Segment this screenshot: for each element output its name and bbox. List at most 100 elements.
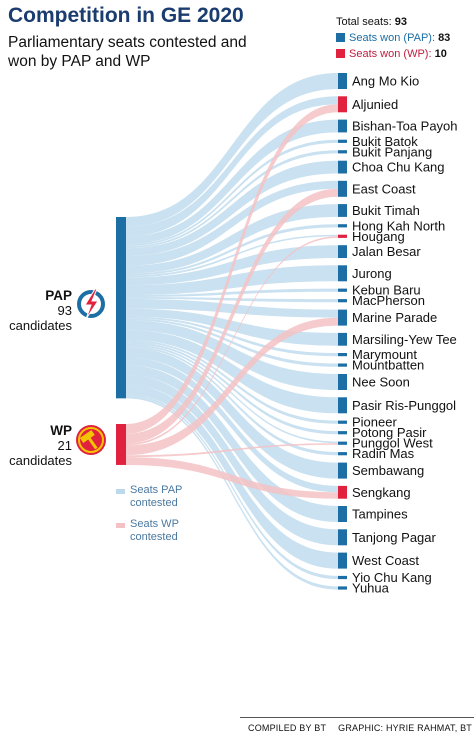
- constituency-label-20: Pioneer: [352, 415, 397, 430]
- pap-candidate-unit: candidates: [9, 318, 72, 333]
- wp-hammer-logo-icon: [74, 423, 108, 457]
- wp-candidate-count: 21: [57, 438, 72, 453]
- constituency-label-17: Mountbatten: [352, 358, 424, 373]
- pap-flow-swatch-icon: [116, 489, 125, 494]
- pap-flow-26: [126, 365, 338, 522]
- wp-candidate-unit: candidates: [9, 453, 72, 468]
- constituency-bar-19: [338, 397, 347, 414]
- total-seats-value: 93: [394, 16, 407, 28]
- pap-flow-16: [126, 316, 338, 357]
- wp-source-bar: [116, 424, 126, 465]
- wp-seats-row: Seats won (WP): 10: [336, 46, 450, 62]
- constituency-label-16: Marymount: [352, 347, 417, 362]
- constituency-label-14: Marine Parade: [352, 310, 437, 325]
- constituency-label-3: Bukit Batok: [352, 134, 418, 149]
- constituency-label-26: Tampines: [352, 507, 408, 522]
- constituency-bar-27: [338, 529, 347, 546]
- credits-footer: COMPILED BY BT GRAPHIC: HYRIE RAHMAT, BT: [248, 723, 472, 733]
- pap-flow-3: [126, 139, 338, 247]
- constituency-bar-16: [338, 353, 347, 357]
- page-title: Competition in GE 2020: [8, 4, 244, 27]
- pap-flow-12: [126, 288, 338, 297]
- total-seats-label: Total seats:: [336, 16, 392, 28]
- constituency-bar-15: [338, 332, 347, 346]
- flow-legend-pap-label: Seats PAP contested: [130, 484, 183, 509]
- wp-seats-value: 10: [434, 48, 447, 60]
- constituency-label-28: West Coast: [352, 553, 419, 568]
- constituency-label-10: Jalan Besar: [352, 244, 421, 259]
- total-seats-row: Total seats: 93: [336, 14, 450, 30]
- seat-totals-legend: Total seats: 93 Seats won (PAP): 83 Seat…: [336, 14, 450, 62]
- constituency-label-8: Hong Kah North: [352, 218, 445, 233]
- constituency-label-22: Punggol West: [352, 436, 433, 451]
- wp-flows: [126, 104, 338, 499]
- flow-legend-wp-label: Seats WP contested: [130, 518, 179, 543]
- constituency-bar-4: [338, 150, 347, 154]
- flow-legend: Seats PAP contested Seats WP contested: [116, 484, 188, 552]
- constituency-bar-1: [338, 96, 347, 113]
- pap-flow-2: [126, 119, 338, 245]
- constituency-bar-20: [338, 420, 347, 424]
- constituency-label-11: Jurong: [352, 266, 392, 281]
- wp-flow-1: [126, 104, 338, 434]
- constituency-bar-22: [338, 441, 347, 445]
- constituency-bar-21: [338, 431, 347, 435]
- wp-flow-swatch-icon: [116, 523, 125, 528]
- constituency-label-15: Marsiling-Yew Tee: [352, 332, 457, 347]
- wp-party-label: WP 21 candidates: [4, 423, 72, 468]
- pap-flow-22: [126, 343, 338, 444]
- constituency-label-29: Yio Chu Kang: [352, 570, 432, 585]
- constituency-label-12: Kebun Baru: [352, 283, 421, 298]
- constituency-label-30: Yuhua: [352, 581, 390, 596]
- constituency-bar-23: [338, 452, 347, 456]
- constituency-bar-7: [338, 204, 347, 217]
- pap-source-bar: [116, 217, 126, 399]
- wp-flow-22: [126, 443, 338, 458]
- constituency-label-0: Ang Mo Kio: [352, 74, 419, 89]
- wp-flow-6: [126, 188, 338, 444]
- pap-flow-30: [126, 396, 338, 590]
- constituency-label-5: Choa Chu Kang: [352, 160, 445, 175]
- constituency-label-2: Bishan-Toa Payoh: [352, 119, 458, 134]
- wp-flow-25: [126, 457, 338, 499]
- pap-flow-4: [126, 150, 338, 249]
- constituency-bar-26: [338, 506, 347, 522]
- pap-flow-29: [126, 394, 338, 580]
- flow-legend-wp: Seats WP contested: [116, 518, 188, 544]
- pap-flow-9: [126, 234, 338, 278]
- constituency-label-6: East Coast: [352, 181, 416, 196]
- pap-flow-14: [126, 298, 338, 318]
- constituency-label-9: Hougang: [352, 229, 405, 244]
- constituency-bar-3: [338, 139, 347, 143]
- constituency-label-18: Nee Soon: [352, 375, 410, 390]
- pap-flow-17: [126, 318, 338, 367]
- constituency-label-27: Tanjong Pagar: [352, 530, 437, 545]
- constituency-bar-30: [338, 586, 347, 590]
- constituency-bar-18: [338, 374, 347, 390]
- wp-swatch-icon: [336, 49, 345, 58]
- constituency-bar-5: [338, 160, 347, 174]
- pap-flow-0: [126, 73, 338, 227]
- constituency-bar-14: [338, 309, 347, 326]
- wp-flow-14: [126, 317, 338, 456]
- constituency-bar-28: [338, 552, 347, 569]
- wp-seats-label: Seats won (WP):: [349, 48, 432, 60]
- pap-seats-value: 83: [438, 32, 451, 44]
- constituency-bar-17: [338, 363, 347, 367]
- constituency-label-19: Pasir Ris-Punggol: [352, 398, 456, 413]
- pap-candidate-count: 93: [57, 303, 72, 318]
- pap-flow-23: [126, 345, 338, 456]
- graphic-credit: GRAPHIC: HYRIE RAHMAT, BT: [338, 723, 473, 733]
- constituency-bar-6: [338, 180, 347, 197]
- constituency-label-1: Aljunied: [352, 97, 398, 112]
- constituency-label-24: Sembawang: [352, 463, 424, 478]
- constituency-label-4: Bukit Panjang: [352, 144, 432, 159]
- constituency-bar-24: [338, 462, 347, 479]
- pap-lightning-logo-icon: [74, 287, 108, 321]
- pap-flow-5: [126, 160, 338, 256]
- wp-name: WP: [50, 423, 72, 438]
- constituency-bar-11: [338, 265, 347, 282]
- pap-flow-19: [126, 330, 338, 414]
- constituency-bar-29: [338, 575, 347, 580]
